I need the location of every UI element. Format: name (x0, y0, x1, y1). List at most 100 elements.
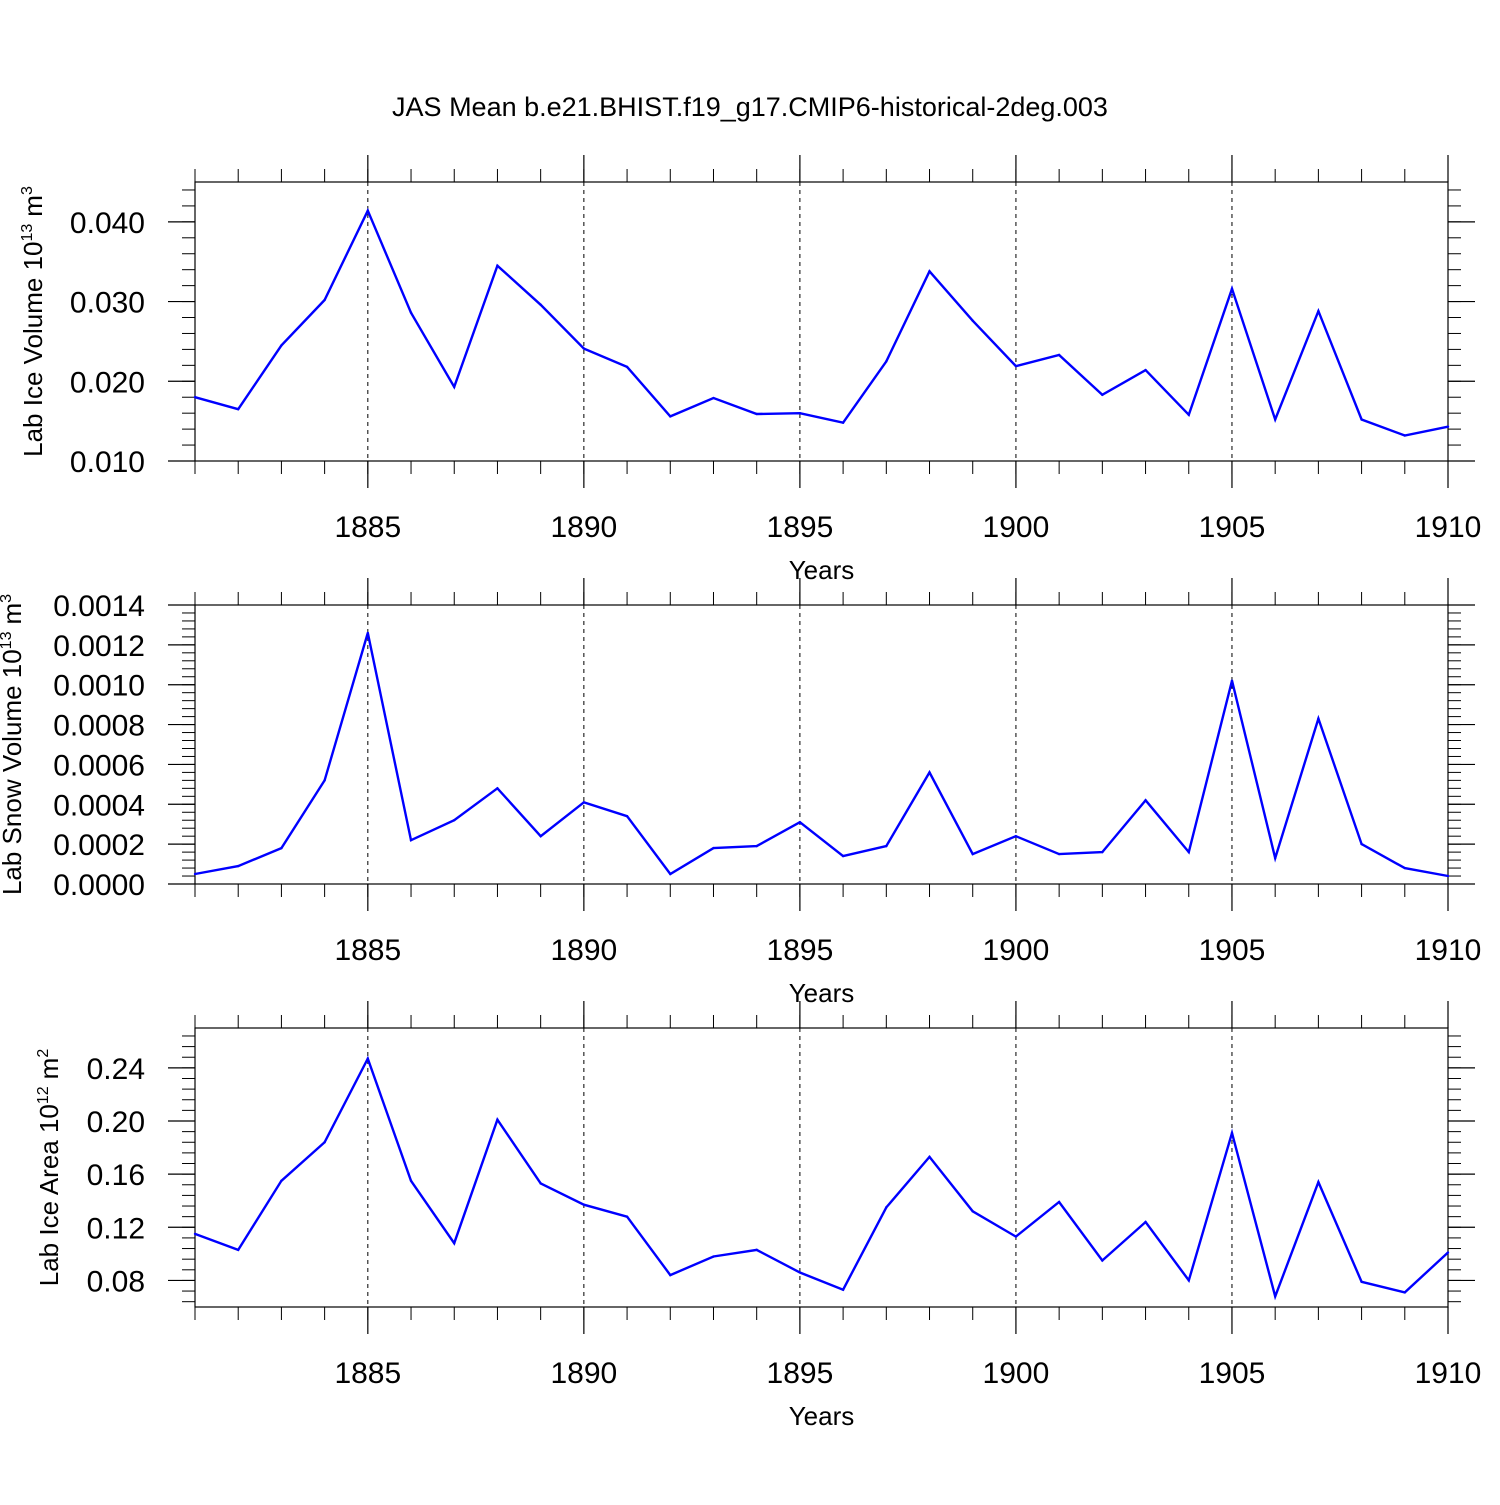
x-tick-label: 1905 (1199, 934, 1266, 967)
data-point (1360, 418, 1363, 421)
data-point (1273, 1295, 1277, 1298)
y-tick-label: 0.0010 (53, 670, 145, 703)
data-point (1057, 1200, 1061, 1204)
data-point (496, 787, 499, 790)
y-axis-label-unit-exponent: 3 (19, 186, 36, 195)
y-tick-label: 0.24 (87, 1053, 145, 1086)
y-tick-label: 0.030 (70, 287, 145, 320)
series-line (194, 207, 1449, 437)
x-tick-label: 1900 (983, 1357, 1050, 1390)
data-point (1014, 1235, 1018, 1238)
data-point (971, 319, 974, 322)
data-point (409, 311, 413, 314)
data-point (1187, 850, 1190, 854)
data-point (1403, 1291, 1406, 1294)
data-point (798, 1271, 802, 1274)
data-point (1230, 287, 1234, 291)
data-point (625, 815, 629, 818)
x-tick-label: 1885 (334, 511, 401, 544)
x-tick-label: 1910 (1415, 511, 1482, 544)
data-point (496, 264, 499, 267)
y-axis-label-unit: m (0, 603, 27, 625)
data-point (1101, 1259, 1104, 1262)
y-axis-label: Lab Ice Area 1012 m2 (34, 1049, 64, 1287)
y-tick-label: 0.0000 (53, 869, 145, 902)
x-tick-label: 1890 (550, 1357, 617, 1390)
data-point (1101, 850, 1104, 854)
data-point (1403, 434, 1406, 437)
data-point (582, 801, 586, 804)
data-point (582, 1203, 586, 1206)
x-axis-label: Years (789, 1401, 855, 1431)
data-point (237, 1248, 240, 1252)
x-tick-label: 1890 (550, 511, 617, 544)
data-point (1317, 309, 1320, 313)
data-point (1230, 1131, 1234, 1135)
series-line (194, 632, 1449, 878)
data-point (409, 1179, 413, 1182)
data-point (625, 1215, 629, 1218)
data-point (798, 821, 802, 824)
data-point (669, 415, 672, 418)
x-tick-label: 1885 (334, 1357, 401, 1390)
y-tick-label: 0.0012 (53, 630, 145, 663)
data-point (280, 846, 283, 850)
data-point (1187, 413, 1190, 416)
data-point (1187, 1279, 1190, 1282)
data-point (1273, 856, 1277, 860)
data-point (366, 209, 370, 212)
data-point (625, 365, 629, 369)
data-point (366, 1057, 370, 1060)
data-point (1014, 834, 1018, 838)
data-point (453, 819, 456, 822)
data-point (1273, 418, 1277, 421)
data-point (885, 1206, 888, 1209)
data-point (755, 844, 758, 848)
data-point (366, 631, 370, 635)
data-point (669, 1273, 672, 1277)
x-tick-label: 1895 (767, 511, 834, 544)
y-axis-label-exponent: 12 (35, 1086, 52, 1104)
data-point (798, 411, 802, 415)
data-point (841, 1288, 845, 1291)
x-axis-label: Years (789, 978, 855, 1008)
y-tick-label: 0.12 (87, 1212, 145, 1245)
data-point (1360, 842, 1363, 846)
y-axis-label-text: Lab Snow Volume 10 (0, 649, 27, 895)
data-point (928, 771, 931, 774)
data-point (712, 396, 715, 400)
plot-frame (194, 604, 1449, 885)
figure-title: JAS Mean b.e21.BHIST.f19_g17.CMIP6-histo… (392, 92, 1108, 122)
data-point (928, 270, 931, 273)
data-point (323, 298, 326, 302)
data-point (1446, 874, 1450, 878)
data-point (1057, 852, 1061, 856)
x-tick-label: 1885 (334, 934, 401, 967)
data-point (1144, 1220, 1147, 1224)
data-point (755, 1248, 758, 1252)
chart-panel-1: 1885 1890 1895 1900 1905 1910 Years 0.010 0.020 0… (18, 155, 1481, 585)
y-tick-label: 0.0002 (53, 829, 145, 862)
y-tick-label: 0.0014 (53, 590, 145, 623)
data-point (971, 1210, 974, 1213)
x-tick-label: 1900 (983, 511, 1050, 544)
y-tick-label: 0.0008 (53, 710, 145, 743)
y-axis-label-unit: m (18, 195, 48, 217)
data-point (323, 779, 326, 782)
data-point (1317, 717, 1320, 720)
x-tick-label: 1895 (767, 934, 834, 967)
data-point (539, 834, 542, 838)
data-point (1446, 1251, 1450, 1254)
data-point (971, 852, 974, 856)
series-line (194, 1055, 1449, 1301)
data-point (1403, 866, 1406, 870)
data-point (712, 1255, 715, 1258)
y-axis-label-unit-exponent: 2 (35, 1049, 52, 1058)
x-tick-label: 1895 (767, 1357, 834, 1390)
data-point (237, 864, 240, 868)
data-point (885, 360, 888, 363)
data-point (1144, 368, 1147, 372)
plot-frame (194, 1027, 1449, 1308)
